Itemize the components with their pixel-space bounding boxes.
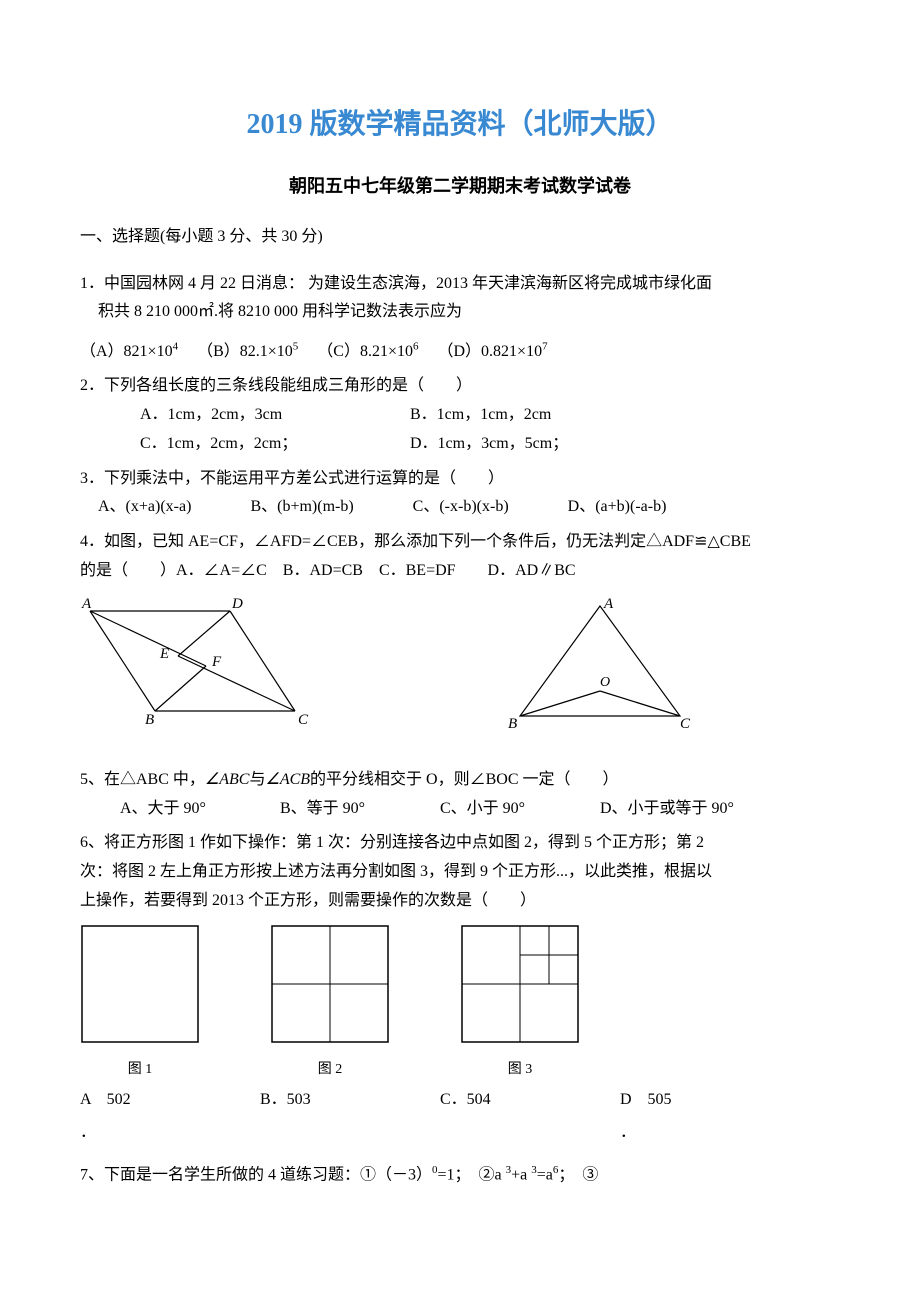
diagrams-row: A D E F B C A B C O (80, 596, 840, 736)
fig2-label: 图 2 (270, 1057, 390, 1082)
fig2-block: 图 2 (270, 924, 390, 1082)
q5-c: C、小于 90° (440, 795, 600, 824)
q7-mid1: =1； ②a (438, 1167, 506, 1184)
question-4: 4．如图，已知 AE=CF，∠AFD=∠CEB，那么添加下列一个条件后，仍无法判… (80, 528, 840, 586)
q4-line2: 的是（ ）A．∠A=∠C B．AD=CB C．BE=DF D．AD∥BC (80, 557, 840, 586)
q7-tail: ； ③ (558, 1167, 598, 1184)
q6-options: A 502 B．503 C．504 D 505 (80, 1086, 840, 1115)
q6-b: B．503 (260, 1086, 440, 1115)
q1-d-exp: 7 (542, 340, 548, 352)
section-header: 一、选择题(每小题 3 分、共 30 分) (80, 223, 840, 252)
squares-row: 图 1 图 2 图 3 (80, 924, 840, 1082)
triangle-diagram: A B C O (500, 596, 700, 736)
question-7: 7、下面是一名学生所做的 4 道练习题：①（－3）0=1； ②a 3+a 3=a… (80, 1161, 840, 1190)
question-1: 1．中国园林网 4 月 22 日消息： 为建设生态滨海，2013 年天津滨海新区… (80, 270, 840, 367)
figure-3 (460, 924, 580, 1044)
q2-row2: C．1cm，2cm，2cm； D．1cm，3cm，5cm； (80, 430, 840, 459)
q7-pre: 7、下面是一名学生所做的 4 道练习题：①（－3） (80, 1167, 432, 1184)
q1-line2: 积共 8 210 000㎡.将 8210 000 用科学记数法表示应为 (80, 298, 840, 327)
q6-dots: ． ． (80, 1119, 840, 1148)
q6-l1: 6、将正方形图 1 作如下操作：第 1 次：分别连接各边中点如图 2，得到 5 … (80, 829, 840, 858)
label-B: B (145, 712, 154, 726)
q3-options: A、(x+a)(x-a) B、(b+m)(m-b) C、(-x-b)(x-b) … (80, 493, 840, 522)
q3-a: A、(x+a)(x-a) (98, 498, 191, 515)
q6-d: D 505 (620, 1086, 800, 1115)
q5-d: D、小于或等于 90° (600, 795, 734, 824)
q1-line1: 1．中国园林网 4 月 22 日消息： 为建设生态滨海，2013 年天津滨海新区… (80, 270, 840, 299)
parallelogram-diagram: A D E F B C (80, 596, 320, 726)
q6-dot-d: ． (620, 1119, 800, 1148)
q2-row1: A．1cm，2cm，3cm B．1cm，1cm，2cm (80, 401, 840, 430)
q2-stem: 2．下列各组长度的三条线段能组成三角形的是（ ） (80, 372, 840, 401)
q6-l3: 上操作，若要得到 2013 个正方形，则需要操作的次数是（ ） (80, 887, 840, 916)
q1-opt-c: （C）8.21×106 (317, 343, 418, 360)
label-A: A (81, 596, 92, 612)
question-2: 2．下列各组长度的三条线段能组成三角形的是（ ） A．1cm，2cm，3cm B… (80, 372, 840, 458)
q2-d: D．1cm，3cm，5cm； (410, 430, 568, 459)
q5-b: B、等于 90° (280, 795, 440, 824)
q5-mid: 与 (249, 771, 265, 788)
q2-a: A．1cm，2cm，3cm (140, 401, 410, 430)
q3-stem: 3．下列乘法中，不能运用平方差公式进行运算的是（ ） (80, 465, 840, 494)
q1-opt-d: （D）0.821×107 (438, 343, 548, 360)
q1-a-pre: （A）821×10 (80, 343, 173, 360)
q1-b-pre: （B）82.1×10 (197, 343, 293, 360)
q2-c: C．1cm，2cm，2cm； (140, 430, 410, 459)
label-E: E (159, 646, 169, 662)
question-6: 6、将正方形图 1 作如下操作：第 1 次：分别连接各边中点如图 2，得到 5 … (80, 829, 840, 1147)
q3-c: C、(-x-b)(x-b) (413, 498, 509, 515)
q4-line1: 4．如图，已知 AE=CF，∠AFD=∠CEB，那么添加下列一个条件后，仍无法判… (80, 528, 840, 557)
q7-plus: +a (511, 1167, 531, 1184)
q1-a-exp: 4 (173, 340, 179, 352)
q5-stem: 5、在△ABC 中，∠ABC与∠ACB的平分线相交于 O，则∠BOC 一定（ ） (80, 766, 840, 795)
q1-opt-a: （A）821×104 (80, 343, 178, 360)
label-F: F (211, 654, 222, 670)
q3-b: B、(b+m)(m-b) (250, 498, 353, 515)
fig3-block: 图 3 (460, 924, 580, 1082)
label-D: D (231, 596, 243, 612)
tri-A: A (603, 596, 614, 612)
q1-d-pre: （D）0.821×10 (438, 343, 543, 360)
q5-abc: ∠ABC (205, 771, 250, 788)
q6-c: C．504 (440, 1086, 620, 1115)
fig3-label: 图 3 (460, 1057, 580, 1082)
q5-a: A、大于 90° (120, 795, 280, 824)
figure-1 (80, 924, 200, 1044)
fig1-block: 图 1 (80, 924, 200, 1082)
q5-pre: 5、在△ABC 中， (80, 771, 205, 788)
q1-opt-b: （B）82.1×105 (197, 343, 298, 360)
tri-C: C (680, 716, 691, 732)
tri-O: O (600, 675, 610, 690)
tri-B: B (508, 716, 517, 732)
label-C: C (298, 712, 309, 726)
q6-a: A 502 (80, 1086, 260, 1115)
q6-l2: 次：将图 2 左上角正方形按上述方法再分割如图 3，得到 9 个正方形...，以… (80, 858, 840, 887)
q1-b-exp: 5 (293, 340, 299, 352)
q1-c-pre: （C）8.21×10 (317, 343, 413, 360)
q6-dot-b (260, 1119, 440, 1148)
question-3: 3．下列乘法中，不能运用平方差公式进行运算的是（ ） A、(x+a)(x-a) … (80, 465, 840, 523)
main-title: 2019 版数学精品资料（北师大版） (80, 100, 840, 150)
fig1-label: 图 1 (80, 1057, 200, 1082)
question-5: 5、在△ABC 中，∠ABC与∠ACB的平分线相交于 O，则∠BOC 一定（ ）… (80, 766, 840, 824)
q1-options: （A）821×104 （B）82.1×105 （C）8.21×106 （D）0.… (80, 337, 840, 366)
q7-eq: =a (537, 1167, 553, 1184)
q5-acb: ∠ACB (265, 771, 310, 788)
sub-title: 朝阳五中七年级第二学期期末考试数学试卷 (80, 170, 840, 202)
q3-d: D、(a+b)(-a-b) (568, 498, 667, 515)
q6-dot-c (440, 1119, 620, 1148)
figure-2 (270, 924, 390, 1044)
q1-c-exp: 6 (413, 340, 419, 352)
q6-dot-a: ． (80, 1119, 260, 1148)
q5-post: 的平分线相交于 O，则∠BOC 一定（ ） (310, 771, 618, 788)
q2-b: B．1cm，1cm，2cm (410, 401, 551, 430)
q5-options: A、大于 90° B、等于 90° C、小于 90° D、小于或等于 90° (80, 795, 840, 824)
